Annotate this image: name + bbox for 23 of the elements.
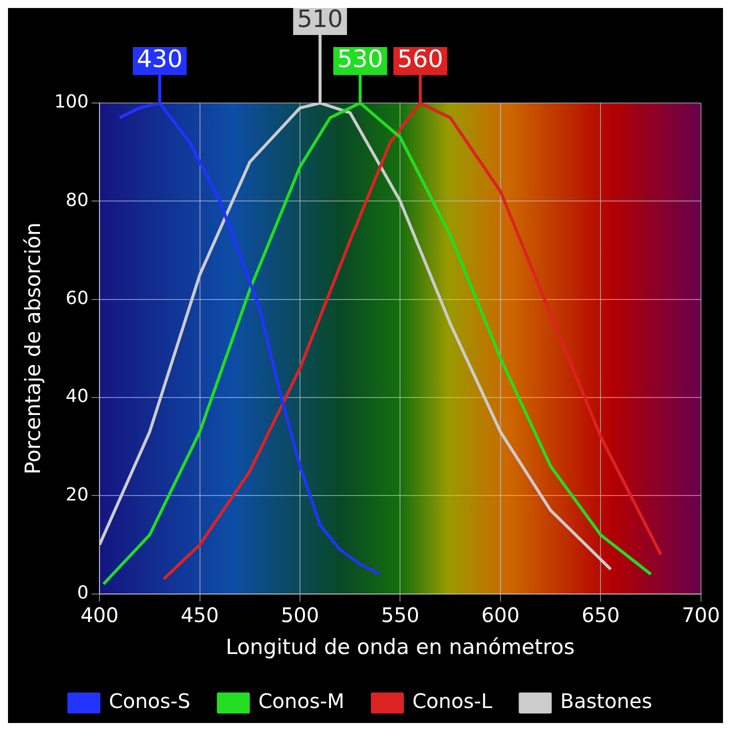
y-tick-label: 80 [66, 190, 89, 211]
legend-label: Conos-L [412, 689, 494, 714]
x-tick-label: 450 [180, 603, 219, 628]
annotation: 530 [337, 45, 384, 74]
legend-label: Conos-M [258, 689, 344, 714]
y-tick-label: 60 [66, 288, 89, 309]
x-tick-label: 650 [582, 603, 620, 628]
legend-label: Conos-S [108, 689, 190, 714]
x-tick-label: 400 [80, 603, 119, 628]
x-tick-label: 600 [481, 603, 520, 628]
annotation: 510 [297, 5, 343, 34]
x-tick-label: 550 [381, 603, 420, 628]
y-tick-label: 20 [66, 484, 89, 506]
y-axis-title: Porcentaje de absorción [21, 222, 46, 474]
x-tick-label: 700 [682, 603, 720, 628]
x-tick-label: 500 [280, 603, 320, 628]
x-axis-title: Longitud de onda en nanómetros [226, 634, 575, 659]
annotation: 430 [136, 45, 183, 74]
y-tick-label: 40 [66, 386, 89, 408]
y-tick-label: 0 [77, 582, 89, 604]
legend-label: Bastones [560, 689, 652, 714]
y-tick-label: 100 [54, 92, 89, 113]
annotation: 560 [397, 45, 444, 74]
